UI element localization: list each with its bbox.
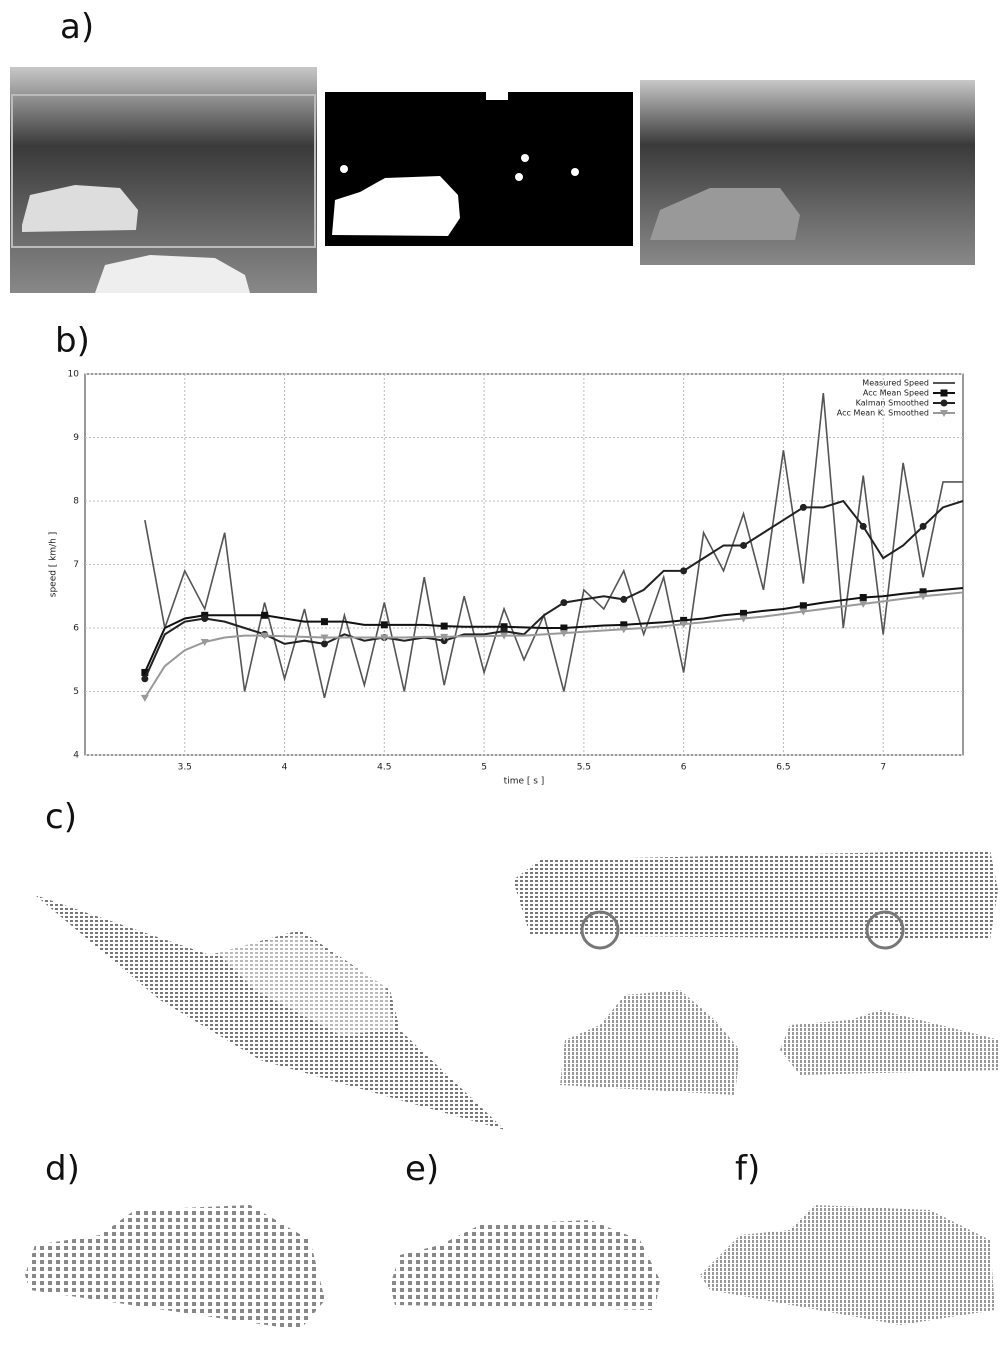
y-axis-label: speed [ km/h ] xyxy=(49,532,59,598)
x-tick-label: 5.5 xyxy=(577,763,591,773)
y-tick-label: 7 xyxy=(73,560,79,570)
y-tick-label: 8 xyxy=(73,497,79,507)
panel-label: c) xyxy=(45,797,77,837)
marker xyxy=(381,621,388,628)
x-axis-label: time [ s ] xyxy=(504,777,545,787)
marker xyxy=(800,504,807,511)
point-clouds xyxy=(35,850,1000,1130)
marker xyxy=(261,612,268,619)
panel-label: a) xyxy=(60,7,94,47)
legend-label: Acc Mean Speed xyxy=(863,389,929,398)
marker xyxy=(740,542,747,549)
marker xyxy=(680,567,687,574)
x-tick-label: 3.5 xyxy=(178,763,192,773)
marker xyxy=(620,596,627,603)
y-tick-label: 9 xyxy=(73,433,79,443)
marker xyxy=(941,390,948,397)
x-tick-label: 6.5 xyxy=(776,763,790,773)
x-tick-label: 5 xyxy=(481,763,487,773)
x-tick-label: 4.5 xyxy=(377,763,391,773)
marker xyxy=(441,623,448,630)
y-tick-label: 6 xyxy=(73,624,79,634)
car-point-clouds xyxy=(25,1205,995,1330)
panel-label: e) xyxy=(405,1149,439,1189)
legend-label: Measured Speed xyxy=(862,379,929,388)
marker xyxy=(560,599,567,606)
legend-label: Kalman Smoothed xyxy=(856,399,929,408)
marker xyxy=(941,400,948,407)
marker xyxy=(141,675,148,682)
panel-label: f) xyxy=(735,1149,760,1189)
y-tick-label: 4 xyxy=(73,751,79,761)
marker xyxy=(800,602,807,609)
y-tick-label: 5 xyxy=(73,687,79,697)
panel-label: b) xyxy=(55,321,90,361)
x-tick-label: 6 xyxy=(681,763,687,773)
photo-panel-a xyxy=(10,67,975,293)
x-tick-label: 7 xyxy=(880,763,886,773)
marker xyxy=(201,615,208,622)
marker xyxy=(920,523,927,530)
marker xyxy=(860,594,867,601)
figure: a) b) c) d) e) f) 4 5 6 7 8 9 10 3.5 4 4.5 5 5.5 6 6.5 7 tim… xyxy=(0,0,1002,1350)
panel-label: d) xyxy=(45,1149,80,1189)
legend-label: Acc Mean K. Smoothed xyxy=(837,409,929,418)
marker xyxy=(321,618,328,625)
y-tick-label: 10 xyxy=(68,370,80,380)
x-tick-label: 4 xyxy=(282,763,288,773)
marker xyxy=(860,523,867,530)
